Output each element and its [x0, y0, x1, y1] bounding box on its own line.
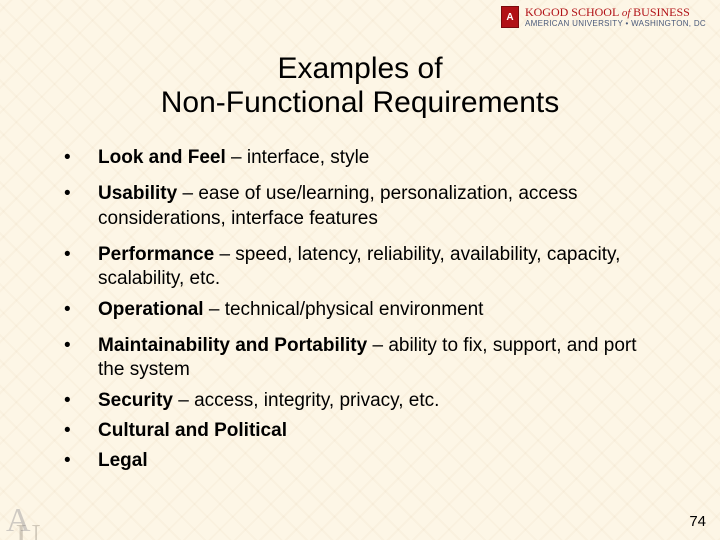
- bullet-item: •Legal: [62, 449, 662, 473]
- title-line2: Non-Functional Requirements: [161, 86, 560, 119]
- bullet-dot-icon: •: [62, 449, 98, 473]
- header-line1: KOGOD SCHOOL of BUSINESS: [525, 6, 706, 20]
- bullet-item: •Usability – ease of use/learning, perso…: [62, 182, 662, 231]
- bullet-bold: Cultural and Political: [98, 420, 287, 441]
- watermark-u: U: [16, 518, 41, 540]
- bullet-dot-icon: •: [62, 146, 98, 170]
- header-school-prefix: KOGOD SCHOOL: [525, 5, 622, 19]
- bullet-dot-icon: •: [62, 419, 98, 443]
- bullet-rest: – technical/physical environment: [204, 299, 484, 320]
- bullet-text: Look and Feel – interface, style: [98, 146, 662, 170]
- bullet-dot-icon: •: [62, 334, 98, 358]
- title-line1: Examples of: [277, 52, 442, 85]
- bullet-bold: Operational: [98, 299, 204, 320]
- bullet-dot-icon: •: [62, 182, 98, 206]
- bullet-dot-icon: •: [62, 389, 98, 413]
- bullet-text: Performance – speed, latency, reliabilit…: [98, 243, 662, 292]
- bullet-rest: – interface, style: [226, 147, 370, 168]
- bullet-item: •Cultural and Political: [62, 419, 662, 443]
- bullet-rest: – access, integrity, privacy, etc.: [173, 390, 439, 411]
- bullet-text: Security – access, integrity, privacy, e…: [98, 389, 662, 413]
- bullet-item: •Look and Feel – interface, style: [62, 146, 662, 170]
- bullet-text: Maintainability and Portability – abilit…: [98, 334, 662, 383]
- bullet-text: Operational – technical/physical environ…: [98, 298, 662, 322]
- bullet-bold: Legal: [98, 450, 148, 471]
- bullet-bold: Maintainability and Portability: [98, 335, 367, 356]
- bullet-list: •Look and Feel – interface, style•Usabil…: [62, 146, 662, 485]
- page-number: 74: [689, 513, 706, 530]
- slide: A KOGOD SCHOOL of BUSINESS AMERICAN UNIV…: [0, 0, 720, 540]
- bullet-bold: Security: [98, 390, 173, 411]
- bullet-dot-icon: •: [62, 243, 98, 267]
- bullet-item: •Performance – speed, latency, reliabili…: [62, 243, 662, 292]
- header-school-suffix: BUSINESS: [633, 5, 690, 19]
- bullet-bold: Usability: [98, 183, 177, 204]
- header-school-of: of: [622, 7, 633, 19]
- au-shield-icon: A: [501, 6, 519, 28]
- bullet-text: Usability – ease of use/learning, person…: [98, 182, 662, 231]
- bullet-bold: Performance: [98, 244, 214, 265]
- bullet-item: •Maintainability and Portability – abili…: [62, 334, 662, 383]
- slide-title: Examples of Non-Functional Requirements: [0, 52, 720, 119]
- bullet-text: Legal: [98, 449, 662, 473]
- header-text: KOGOD SCHOOL of BUSINESS AMERICAN UNIVER…: [525, 6, 706, 28]
- bullet-bold: Look and Feel: [98, 147, 226, 168]
- bullet-dot-icon: •: [62, 298, 98, 322]
- bullet-item: •Security – access, integrity, privacy, …: [62, 389, 662, 413]
- header-logo: A KOGOD SCHOOL of BUSINESS AMERICAN UNIV…: [501, 6, 706, 28]
- bullet-item: •Operational – technical/physical enviro…: [62, 298, 662, 322]
- bullet-text: Cultural and Political: [98, 419, 662, 443]
- header-line2: AMERICAN UNIVERSITY • WASHINGTON, DC: [525, 20, 706, 28]
